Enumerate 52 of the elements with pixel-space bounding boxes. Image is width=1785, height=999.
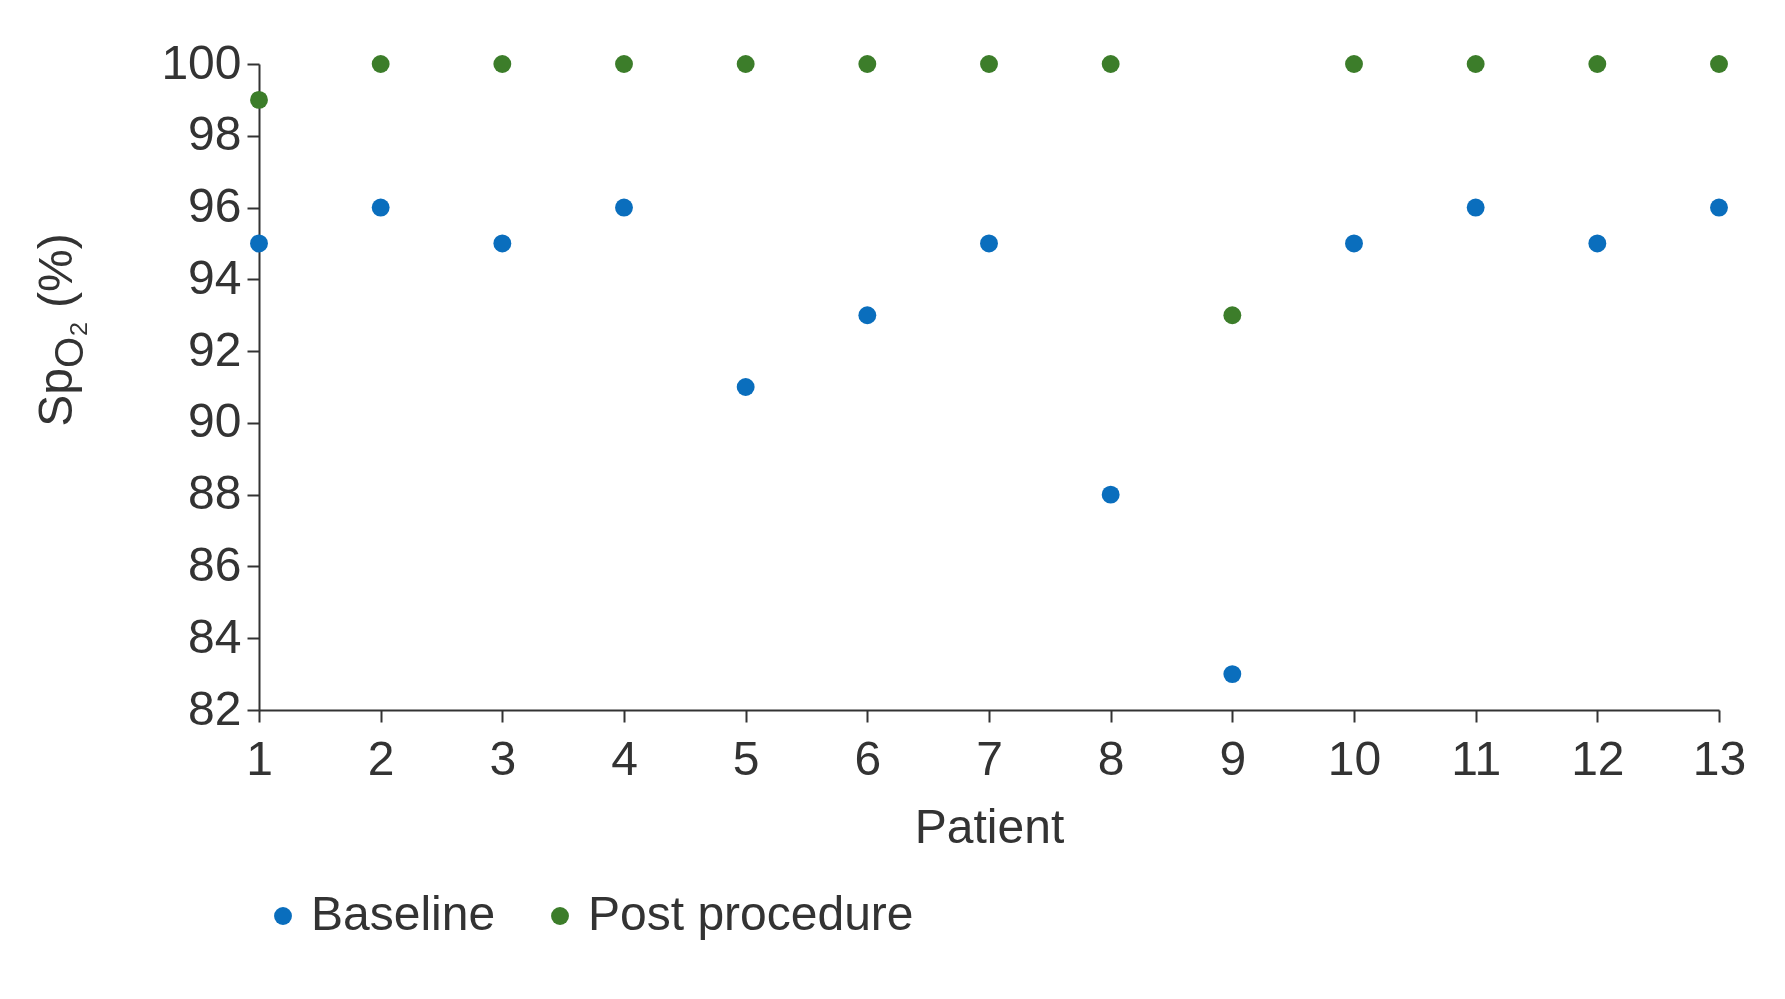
point xyxy=(1588,234,1607,253)
x-tick-label: 10 xyxy=(1327,731,1382,785)
x-tick-label: 5 xyxy=(732,731,760,785)
y-tick-label: 94 xyxy=(188,250,242,304)
point xyxy=(371,198,390,217)
y-tick-label: 90 xyxy=(188,394,242,448)
point xyxy=(493,234,512,253)
point xyxy=(615,55,633,73)
point xyxy=(1345,55,1363,73)
y-tick-label: 88 xyxy=(188,466,242,520)
legend-label: Post procedure xyxy=(588,887,914,940)
y-tick-label: 98 xyxy=(188,107,242,161)
point xyxy=(1223,306,1242,325)
y-tick-label: 82 xyxy=(188,681,242,735)
point xyxy=(1588,55,1607,73)
x-tick-label: 9 xyxy=(1219,731,1247,785)
point xyxy=(371,55,390,73)
legend-label: Baseline xyxy=(311,887,496,940)
y-tick-label: 92 xyxy=(188,322,242,376)
point xyxy=(858,55,877,73)
point xyxy=(1710,198,1728,217)
x-tick-label: 4 xyxy=(611,731,638,785)
x-tick-label: 7 xyxy=(976,731,1003,785)
y-tick-label: 100 xyxy=(161,35,242,89)
point xyxy=(1345,234,1363,253)
point xyxy=(1101,485,1120,504)
x-tick-label: 12 xyxy=(1571,731,1625,785)
point xyxy=(493,55,512,73)
point xyxy=(736,378,755,396)
y-tick-label: 86 xyxy=(188,537,242,591)
x-tick-label: 2 xyxy=(367,731,395,785)
point xyxy=(1101,55,1120,73)
point xyxy=(1710,55,1728,73)
x-tick-label: 13 xyxy=(1692,731,1747,785)
point xyxy=(980,55,998,73)
point xyxy=(980,234,998,253)
point xyxy=(1223,665,1242,684)
point xyxy=(1466,198,1485,217)
x-tick-label: 8 xyxy=(1097,731,1125,785)
point xyxy=(1466,55,1485,73)
y-tick-label: 96 xyxy=(188,179,242,233)
x-tick-label: 6 xyxy=(854,731,882,785)
point xyxy=(250,234,268,253)
point xyxy=(858,306,877,325)
x-axis-title: Patient xyxy=(914,799,1065,853)
x-tick-label: 1 xyxy=(246,731,273,785)
x-tick-label: 11 xyxy=(1451,731,1502,785)
point xyxy=(250,90,268,109)
y-tick-label: 84 xyxy=(188,609,242,663)
point xyxy=(615,198,633,217)
point xyxy=(736,55,755,73)
x-tick-label: 3 xyxy=(489,731,517,785)
